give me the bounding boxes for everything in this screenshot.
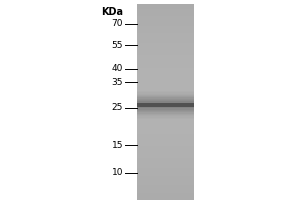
Bar: [136, 168, 194, 171]
Bar: [136, 36, 194, 38]
Bar: [136, 129, 194, 131]
Bar: [136, 96, 194, 114]
Bar: [136, 117, 194, 119]
Bar: [136, 100, 194, 110]
Bar: [136, 180, 194, 183]
Bar: [136, 153, 194, 156]
Bar: [136, 16, 194, 19]
Bar: [136, 119, 194, 122]
Bar: [136, 19, 194, 21]
Bar: [136, 70, 194, 73]
Bar: [136, 63, 194, 65]
Bar: [136, 55, 194, 58]
Bar: [136, 100, 194, 102]
Text: 40: 40: [112, 64, 123, 73]
Bar: [136, 188, 194, 190]
Bar: [136, 141, 194, 144]
Bar: [136, 92, 194, 95]
Bar: [136, 185, 194, 188]
Bar: [136, 68, 194, 70]
Text: 35: 35: [112, 78, 123, 87]
Bar: [136, 51, 194, 53]
Bar: [136, 31, 194, 33]
Text: KDa: KDa: [101, 7, 123, 17]
Bar: [136, 95, 194, 97]
Bar: [136, 104, 194, 107]
Bar: [136, 195, 194, 198]
Bar: [136, 46, 194, 48]
Bar: [136, 80, 194, 82]
Bar: [136, 114, 194, 117]
Bar: [136, 103, 194, 107]
Bar: [136, 77, 194, 80]
Bar: [136, 90, 194, 92]
Bar: [136, 97, 194, 112]
Bar: [136, 190, 194, 193]
Bar: [136, 146, 194, 149]
Bar: [136, 26, 194, 28]
Bar: [136, 166, 194, 168]
Bar: [136, 127, 194, 129]
Bar: [136, 4, 194, 6]
Bar: [136, 91, 194, 119]
Bar: [136, 73, 194, 75]
Bar: [136, 176, 194, 178]
Bar: [136, 28, 194, 31]
Bar: [136, 198, 194, 200]
Bar: [136, 48, 194, 51]
Bar: [136, 109, 194, 112]
Bar: [136, 38, 194, 41]
Bar: [136, 85, 194, 87]
Bar: [136, 33, 194, 36]
Bar: [136, 43, 194, 46]
Bar: [136, 87, 194, 90]
Bar: [136, 193, 194, 195]
Bar: [136, 97, 194, 100]
Bar: [136, 53, 194, 55]
Bar: [136, 65, 194, 68]
Bar: [136, 163, 194, 166]
Bar: [136, 171, 194, 173]
Bar: [136, 158, 194, 161]
Bar: [136, 112, 194, 114]
Bar: [136, 9, 194, 11]
Bar: [136, 136, 194, 139]
Bar: [136, 173, 194, 176]
Text: 70: 70: [112, 19, 123, 28]
Bar: [136, 102, 194, 104]
Bar: [136, 131, 194, 134]
Bar: [136, 14, 194, 16]
Bar: [136, 6, 194, 9]
Bar: [136, 183, 194, 185]
Bar: [136, 21, 194, 24]
Bar: [136, 24, 194, 26]
Bar: [136, 101, 194, 108]
Bar: [136, 122, 194, 124]
Bar: [136, 99, 194, 111]
Bar: [136, 94, 194, 116]
Bar: [136, 11, 194, 14]
Bar: [136, 149, 194, 151]
Bar: [136, 75, 194, 77]
Bar: [136, 82, 194, 85]
Bar: [136, 41, 194, 43]
Text: 15: 15: [112, 141, 123, 150]
Bar: [136, 151, 194, 153]
Bar: [136, 107, 194, 109]
Text: 55: 55: [112, 41, 123, 50]
Bar: [136, 60, 194, 63]
Bar: [136, 134, 194, 136]
Bar: [136, 124, 194, 127]
Bar: [136, 139, 194, 141]
Bar: [136, 144, 194, 146]
Bar: [136, 178, 194, 180]
Bar: [136, 156, 194, 158]
Text: 10: 10: [112, 168, 123, 177]
Bar: [136, 161, 194, 163]
Bar: [136, 103, 194, 107]
Bar: [136, 95, 194, 115]
Bar: [136, 92, 194, 118]
Bar: [136, 58, 194, 60]
Text: 25: 25: [112, 103, 123, 112]
